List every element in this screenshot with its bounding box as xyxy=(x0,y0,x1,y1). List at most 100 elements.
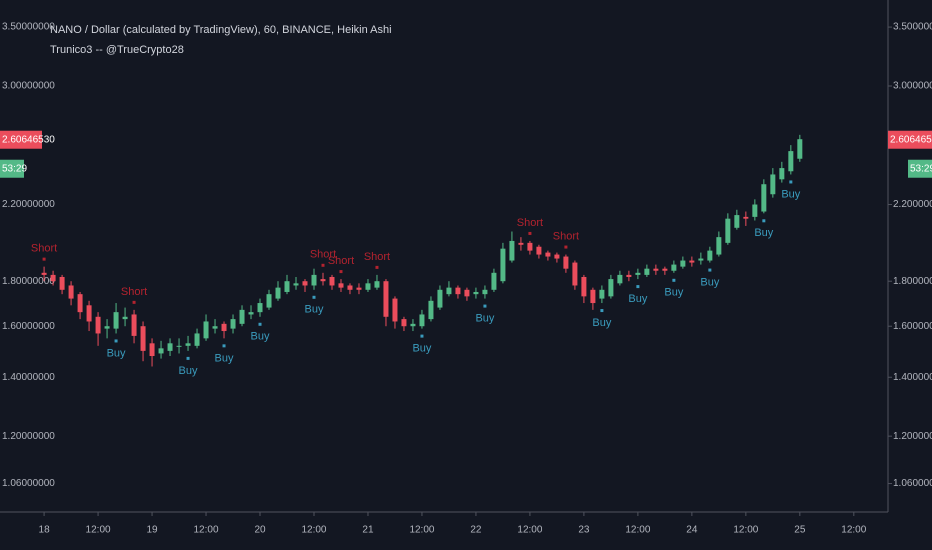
short-label: Short xyxy=(328,255,354,267)
x-tick-label: 12:00 xyxy=(625,525,650,536)
candle-body xyxy=(617,274,623,284)
candle-body xyxy=(239,309,245,324)
last-price-label: 2.60646530 xyxy=(2,134,55,145)
x-tick-label: 12:00 xyxy=(841,525,866,536)
x-tick-label: 12:00 xyxy=(409,525,434,536)
y-tick-label-left: 1.80000000 xyxy=(2,276,55,287)
candle-body xyxy=(707,250,713,261)
y-tick-label: 3.00000000 xyxy=(893,81,932,92)
candle-body xyxy=(320,279,326,282)
last-price-label: 2.60646530 xyxy=(890,134,932,145)
short-marker xyxy=(528,231,532,235)
candle-body xyxy=(149,343,155,357)
candle-body xyxy=(527,242,533,251)
candle-body xyxy=(590,289,596,304)
y-tick-label-left: 1.20000000 xyxy=(2,431,55,442)
candle-body xyxy=(545,252,551,257)
x-tick-label: 23 xyxy=(578,525,590,536)
candle-body xyxy=(671,264,677,271)
y-tick-label-left: 3.00000000 xyxy=(2,81,55,92)
candle-body xyxy=(248,312,254,315)
candle-body xyxy=(302,281,308,286)
candle-body xyxy=(221,323,227,332)
candle-body xyxy=(392,298,398,322)
y-tick-label-left: 1.40000000 xyxy=(2,372,55,383)
indicator-title: Trunico3 -- @TrueCrypto28 xyxy=(50,44,184,56)
candle-body xyxy=(347,285,353,290)
candle-body xyxy=(752,204,758,217)
candle-body xyxy=(761,184,767,212)
y-tick-label-left: 1.06000000 xyxy=(2,478,55,489)
candle-body xyxy=(230,319,236,329)
candle-body xyxy=(167,343,173,351)
candle-body xyxy=(131,314,137,336)
last-price-box xyxy=(888,130,932,149)
countdown-label: 53:29 xyxy=(2,163,27,174)
candle-body xyxy=(743,216,749,219)
short-label: Short xyxy=(310,249,336,261)
y-tick-label: 1.80000000 xyxy=(893,276,932,287)
candle-body xyxy=(608,279,614,297)
short-label: Short xyxy=(517,217,543,229)
y-tick-label-left: 1.60000000 xyxy=(2,321,55,332)
buy-marker xyxy=(483,304,487,308)
y-tick-label-left: 2.20000000 xyxy=(2,199,55,210)
candle-body xyxy=(275,287,281,299)
x-tick-label: 12:00 xyxy=(517,525,542,536)
candle-body xyxy=(428,300,434,320)
buy-label: Buy xyxy=(107,347,126,359)
short-marker xyxy=(564,245,568,249)
short-marker xyxy=(132,300,136,304)
candle-body xyxy=(374,281,380,288)
short-label: Short xyxy=(364,251,390,263)
candle-body xyxy=(455,287,461,295)
short-marker xyxy=(339,270,343,274)
candle-body xyxy=(518,242,524,245)
candle-body xyxy=(788,151,794,172)
candle-body xyxy=(203,321,209,339)
candle-body xyxy=(563,256,569,269)
candle-body xyxy=(626,274,632,277)
candle-body xyxy=(86,305,92,322)
candle-body xyxy=(680,260,686,267)
countdown-label: 53:29 xyxy=(910,163,932,174)
candle-body xyxy=(284,281,290,292)
x-tick-label: 24 xyxy=(686,525,698,536)
countdown-box xyxy=(908,159,932,178)
candle-body xyxy=(410,323,416,327)
candle-body xyxy=(401,319,407,327)
short-label: Short xyxy=(31,243,57,255)
candle-body xyxy=(437,289,443,308)
candle-body xyxy=(491,272,497,290)
candle-body xyxy=(329,276,335,286)
candle-body xyxy=(41,272,47,275)
candle-body xyxy=(644,268,650,275)
buy-marker xyxy=(186,356,190,360)
y-tick-label: 3.50000000 xyxy=(893,22,932,33)
candle-body xyxy=(599,289,605,299)
candle-body xyxy=(257,303,263,313)
candle-body xyxy=(536,246,542,255)
x-tick-label: 12:00 xyxy=(86,525,111,536)
buy-marker xyxy=(258,322,262,326)
candle-body xyxy=(113,312,119,329)
candle-body xyxy=(212,326,218,329)
candle-body xyxy=(509,240,515,261)
y-tick-label: 1.20000000 xyxy=(893,431,932,442)
candle-body xyxy=(716,237,722,255)
buy-label: Buy xyxy=(592,317,611,329)
short-label: Short xyxy=(553,230,579,242)
candle-body xyxy=(365,283,371,290)
buy-marker xyxy=(600,309,604,313)
candle-body xyxy=(698,258,704,261)
candle-body xyxy=(734,215,740,228)
candle-body xyxy=(140,326,146,351)
candle-body xyxy=(797,139,803,159)
candle-body xyxy=(59,276,65,290)
candle-body xyxy=(383,281,389,317)
candle-body xyxy=(266,294,272,308)
buy-marker xyxy=(420,334,424,338)
chart-title: NANO / Dollar (calculated by TradingView… xyxy=(50,24,392,36)
